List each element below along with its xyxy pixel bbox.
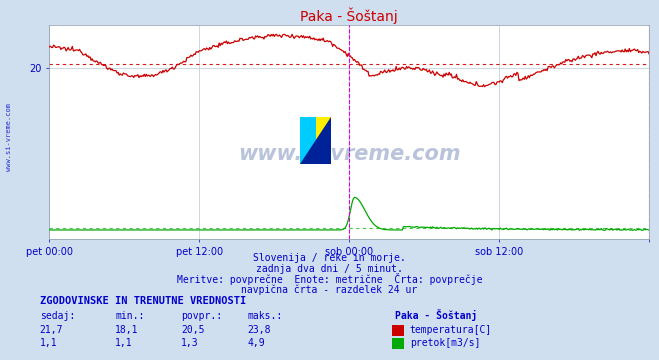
Text: Slovenija / reke in morje.: Slovenija / reke in morje. bbox=[253, 253, 406, 263]
Text: 18,1: 18,1 bbox=[115, 325, 139, 335]
Title: Paka - Šoštanj: Paka - Šoštanj bbox=[301, 8, 398, 24]
Text: maks.:: maks.: bbox=[247, 311, 282, 321]
Polygon shape bbox=[300, 117, 331, 164]
Text: www.si-vreme.com: www.si-vreme.com bbox=[238, 144, 461, 164]
Text: zadnja dva dni / 5 minut.: zadnja dva dni / 5 minut. bbox=[256, 264, 403, 274]
Text: 1,1: 1,1 bbox=[40, 338, 57, 348]
Text: 4,9: 4,9 bbox=[247, 338, 265, 348]
Text: www.si-vreme.com: www.si-vreme.com bbox=[5, 103, 12, 171]
Text: min.:: min.: bbox=[115, 311, 145, 321]
Text: temperatura[C]: temperatura[C] bbox=[410, 325, 492, 335]
Text: 1,1: 1,1 bbox=[115, 338, 133, 348]
Text: Meritve: povprečne  Enote: metrične  Črta: povprečje: Meritve: povprečne Enote: metrične Črta:… bbox=[177, 273, 482, 285]
Text: pretok[m3/s]: pretok[m3/s] bbox=[410, 338, 480, 348]
Text: 23,8: 23,8 bbox=[247, 325, 271, 335]
Text: 21,7: 21,7 bbox=[40, 325, 63, 335]
Text: povpr.:: povpr.: bbox=[181, 311, 222, 321]
Text: 1,3: 1,3 bbox=[181, 338, 199, 348]
Text: sedaj:: sedaj: bbox=[40, 311, 74, 321]
Text: navpična črta - razdelek 24 ur: navpična črta - razdelek 24 ur bbox=[241, 285, 418, 296]
Text: ZGODOVINSKE IN TRENUTNE VREDNOSTI: ZGODOVINSKE IN TRENUTNE VREDNOSTI bbox=[40, 296, 246, 306]
Text: 20,5: 20,5 bbox=[181, 325, 205, 335]
Text: Paka - Šoštanj: Paka - Šoštanj bbox=[395, 309, 478, 321]
